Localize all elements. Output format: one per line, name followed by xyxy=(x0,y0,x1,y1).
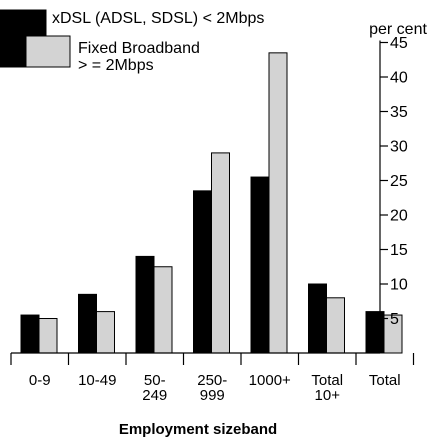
legend-label-fixed-broadband: Fixed Broadband xyxy=(78,40,200,57)
legend-label-fixed-broadband: > = 2Mbps xyxy=(78,57,154,74)
y-tick-label: 25 xyxy=(390,173,408,190)
y-tick-label: 35 xyxy=(390,104,408,121)
bar-xdsl-3 xyxy=(193,190,212,354)
x-tick-label: 10-49 xyxy=(78,372,116,389)
bar-xdsl-5 xyxy=(308,283,327,354)
bar-xdsl-2 xyxy=(135,255,155,354)
bar-fixed-broadband-3 xyxy=(211,152,230,354)
x-tick-label: 250- xyxy=(197,372,227,389)
bar-xdsl-0 xyxy=(20,314,40,354)
x-tick-label: Total xyxy=(311,372,343,389)
y-tick-label: 20 xyxy=(390,208,408,225)
bar-fixed-broadband-4 xyxy=(268,52,288,354)
bar-fixed-broadband-5 xyxy=(326,297,345,354)
y-tick-label: 30 xyxy=(390,139,408,156)
bar-fixed-broadband-1 xyxy=(96,311,115,354)
y-tick-label: 5 xyxy=(390,311,399,328)
y-tick-label: 15 xyxy=(390,242,408,259)
x-tick-label: 1000+ xyxy=(249,372,291,389)
legend: xDSL (ADSL, SDSL) < 2Mbps Fixed Broadband… xyxy=(0,9,264,74)
y-axis: 5 10 15 20 25 30 35 40 45 xyxy=(379,35,408,353)
x-tick-label: 999 xyxy=(200,387,225,404)
y-tick-label: 40 xyxy=(390,70,408,87)
bar-fixed-broadband-2 xyxy=(153,266,173,354)
x-tick-label: Total xyxy=(369,372,401,389)
bar-xdsl-6 xyxy=(365,311,385,354)
x-axis-label: Employment sizeband xyxy=(119,421,277,438)
bar-fixed-broadband-0 xyxy=(38,318,58,354)
y-tick-label: 10 xyxy=(390,277,408,294)
bar-fixed-broadband-6 xyxy=(383,314,403,354)
legend-swatch-fixed-broadband xyxy=(25,35,71,68)
y-axis-label: per cent xyxy=(369,21,427,38)
bar-xdsl-1 xyxy=(78,293,97,354)
bars-group xyxy=(20,52,403,354)
x-tick-label: 10+ xyxy=(315,387,341,404)
x-tick-label: 50- xyxy=(144,372,166,389)
y-tick-label: 45 xyxy=(390,35,408,52)
legend-label-xdsl: xDSL (ADSL, SDSL) < 2Mbps xyxy=(52,10,264,27)
x-tick-label: 249 xyxy=(142,387,167,404)
bar-xdsl-4 xyxy=(250,176,270,354)
x-tick-label: 0-9 xyxy=(29,372,51,389)
